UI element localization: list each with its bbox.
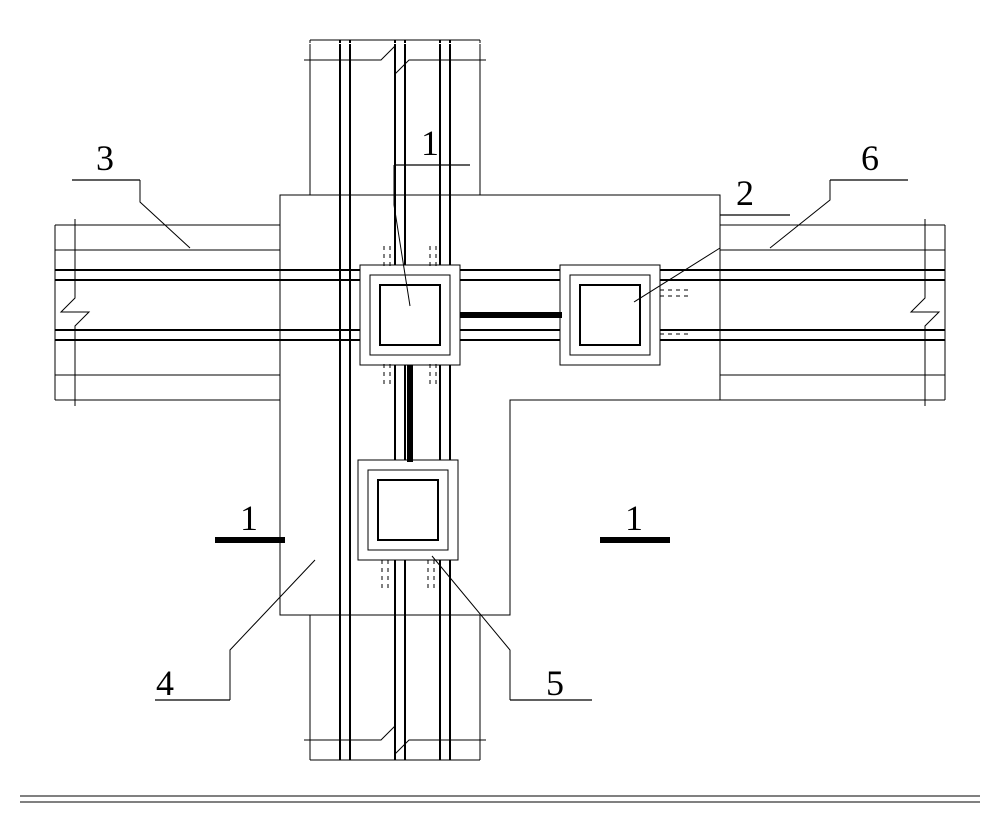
svg-text:6: 6: [861, 138, 879, 178]
svg-text:2: 2: [736, 173, 754, 213]
svg-text:3: 3: [96, 138, 114, 178]
svg-text:5: 5: [546, 663, 564, 703]
svg-text:1: 1: [421, 123, 439, 163]
svg-text:4: 4: [156, 663, 174, 703]
svg-text:1: 1: [240, 498, 258, 538]
svg-text:1: 1: [625, 498, 643, 538]
